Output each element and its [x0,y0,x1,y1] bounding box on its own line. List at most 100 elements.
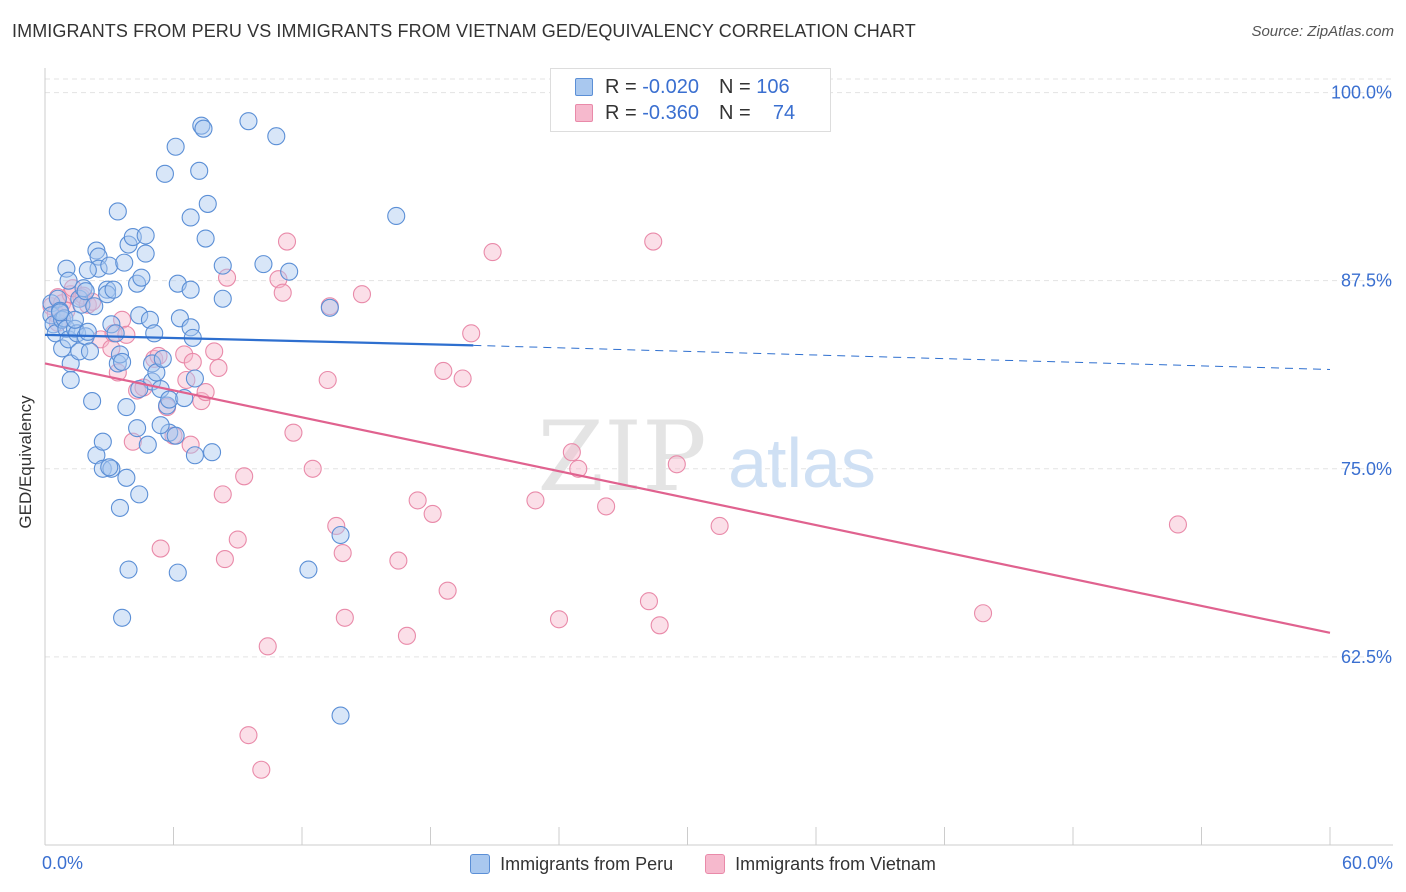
peru-point [387,206,406,226]
legend-row-vietnam: R = -0.360 N = 74 [575,101,795,125]
peru-point [145,324,164,343]
vietnam-point [183,352,202,371]
peru-point [239,112,258,131]
peru-point [151,416,170,435]
peru-point [113,352,132,371]
vietnam-point [252,760,271,779]
peru-point [80,342,100,361]
vietnam-n-label: N = [718,101,751,124]
peru-point [190,161,209,180]
peru-point [130,485,149,504]
peru-point [74,279,93,298]
peru-point [140,310,159,329]
tick-labels: 62.5% 75.0% 87.5% 100.0% 0.0% 60.0% [42,83,1393,873]
vietnam-point [273,283,292,302]
vietnam-point [569,459,588,478]
vietnam-point [335,608,354,627]
peru-point [70,342,89,361]
vietnam-point [710,516,729,536]
peru-point [181,208,200,227]
peru-point [100,458,119,477]
legend-peru-swatch [470,854,491,874]
peru-trend-line [44,333,474,347]
vietnam-point [205,342,224,361]
peru-point [181,280,200,299]
peru-point [110,498,130,517]
x-tick-label-max: 60.0% [1342,853,1393,873]
peru-point [194,119,213,138]
legend-item-peru[interactable]: Immigrants from Peru [470,854,673,875]
peru-point [136,244,155,263]
vietnam-point [318,370,337,390]
stats-legend: R = -0.020 N = 106 R = -0.360 N = 74 [550,68,831,132]
peru-point [78,322,97,341]
peru-swatch [575,78,593,96]
peru-point [76,282,95,301]
vietnam-point [973,604,993,623]
source-credit: Source: ZipAtlas.com [1251,23,1394,40]
vietnam-point [639,592,659,611]
peru-point [65,310,85,329]
peru-point [143,354,162,373]
peru-point [102,315,121,334]
peru-point [153,349,172,368]
legend-row-peru: R = -0.020 N = 106 [575,75,790,99]
peru-point [83,392,102,411]
vietnam-point [453,369,472,388]
y-tick-label: 62.5% [1341,647,1392,667]
legend-item-vietnam[interactable]: Immigrants from Vietnam [705,854,936,875]
vietnam-r-label: R = [605,101,637,124]
vietnam-point [239,726,258,745]
peru-point [53,339,72,358]
peru-point [192,116,211,135]
vietnam-point [284,423,303,442]
legend-vietnam-swatch [705,854,726,874]
peru-point [93,432,112,451]
vietnam-point [597,497,616,516]
vietnam-point [389,551,408,570]
vietnam-point [397,626,416,645]
peru-point [110,345,130,364]
zipatlas-watermark: ZIP atlas [537,401,876,513]
peru-point [100,256,119,275]
vietnam-point [258,637,277,656]
series-vietnam-points [42,232,1187,779]
peru-point [117,468,136,487]
peru-point [166,137,185,156]
y-axis-label-container: GED/Equivalency [6,0,46,892]
peru-r-value: -0.020 [642,75,699,98]
vietnam-point [327,516,346,536]
peru-point [280,262,299,281]
peru-point [85,297,104,316]
vietnam-point [549,610,569,629]
peru-point [130,306,149,325]
peru-n-label: N = [718,75,751,98]
peru-point [196,229,215,248]
peru-trend-extension [473,344,1331,370]
vietnam-point [667,455,686,474]
trend-lines [44,333,1331,634]
vietnam-n-value: 74 [772,101,796,124]
y-axis-label: GED/Equivalency [16,395,35,529]
vietnam-point [228,530,247,549]
y-tick-label: 100.0% [1331,83,1392,103]
chart-title: IMMIGRANTS FROM PERU VS IMMIGRANTS FROM … [12,21,916,41]
peru-point [104,280,123,299]
peru-point [155,164,174,183]
peru-r-label: R = [605,75,637,98]
vietnam-point [462,324,481,343]
peru-point [185,446,204,465]
watermark-atlas: atlas [728,424,876,502]
legend-vietnam-label: Immigrants from Vietnam [735,853,936,874]
vietnam-point [333,544,352,563]
vietnam-point [213,485,232,504]
vietnam-point [352,285,372,304]
peru-point [106,324,125,343]
legend-peru-label: Immigrants from Peru [500,853,674,874]
vietnam-point [123,432,142,451]
vietnam-point [235,467,254,486]
y-tick-label: 87.5% [1341,271,1392,291]
peru-point [128,419,147,438]
peru-point [59,271,78,290]
